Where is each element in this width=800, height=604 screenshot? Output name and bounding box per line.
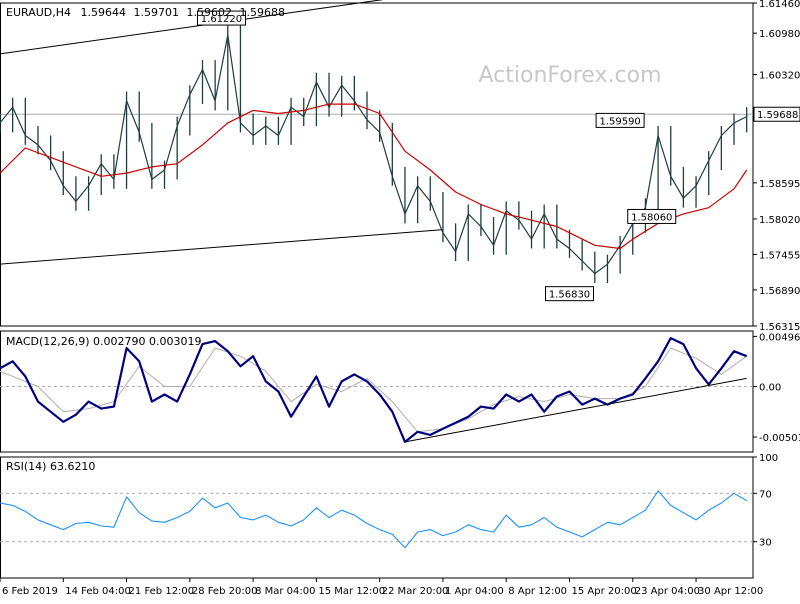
price-ytick-label: 1.56890 (759, 286, 800, 297)
x-tick-label: 8 Apr 12:00 (508, 586, 567, 597)
ohlc-close: 1.59688 (240, 6, 286, 19)
rsi-ytick-label: 70 (759, 489, 772, 500)
rsi-ytick-label: 30 (759, 538, 772, 549)
price-annotation-label: 1.56830 (549, 290, 590, 301)
rsi-ytick-label: 100 (759, 453, 778, 464)
x-tick-label: 15 Apr 20:00 (571, 586, 636, 597)
x-tick-label: 14 Feb 04:00 (65, 586, 131, 597)
price-ytick-label: 1.58020 (759, 215, 800, 226)
price-trendline (0, 229, 443, 265)
macd-ytick-label: 0.004965 (759, 332, 800, 343)
macd-ytick-label: 0.00 (759, 382, 781, 393)
macd-line (0, 337, 748, 443)
last-price-box (753, 106, 800, 122)
price-annotation-box (196, 10, 246, 26)
price-ytick-label: 1.57455 (759, 250, 800, 261)
last-price-label: 1.59688 (757, 110, 798, 121)
price-header: EURAUD,H4 1.59644 1.59701 1.59602 1.5968… (6, 6, 285, 19)
x-tick-label: 21 Feb 12:00 (129, 586, 195, 597)
price-annotation-label: 1.59590 (599, 116, 640, 127)
price-annotation-box (627, 208, 677, 224)
ohlc-high: 1.59701 (134, 6, 180, 19)
x-tick-label: 6 Feb 2019 (2, 586, 58, 597)
ohlc-low: 1.59602 (187, 6, 233, 19)
macd-trendline (404, 377, 747, 443)
x-tick-label: 28 Feb 20:00 (192, 586, 258, 597)
rsi-header: RSI(14) 63.6210 (6, 460, 95, 473)
macd-ytick-label: -0.005013 (759, 433, 800, 444)
price-panel: 1.614601.609801.603201.597101.585951.580… (0, 0, 800, 333)
x-tick-label: 15 Mar 12:00 (318, 586, 385, 597)
price-ytick-label: 1.61460 (759, 0, 800, 10)
x-tick-label: 30 Apr 12:00 (698, 586, 763, 597)
moving-average-line (0, 103, 748, 250)
price-ytick-label: 1.56315 (759, 322, 800, 333)
price-annotation-box (595, 112, 645, 128)
price-ytick-label: 1.60320 (759, 71, 800, 82)
macd-header: MACD(12,26,9) 0.002790 0.003019 (6, 335, 202, 348)
rsi-plot-area (0, 456, 754, 579)
x-tick-label: 1 Apr 04:00 (445, 586, 504, 597)
rsi-line (0, 490, 747, 549)
price-annotation-box (544, 286, 594, 302)
price-annotation-label: 1.58060 (631, 212, 672, 223)
x-tick-label: 22 Mar 20:00 (382, 586, 449, 597)
x-tick-label: 23 Apr 04:00 (635, 586, 700, 597)
symbol-label: EURAUD,H4 (6, 6, 71, 19)
watermark: ActionForex.com (479, 63, 662, 88)
macd-panel: 0.004965 0.00 -0.005013 (0, 330, 800, 453)
price-ytick-label: 1.60980 (759, 29, 800, 40)
x-tick-label: 8 Mar 04:00 (255, 586, 315, 597)
ohlc-open: 1.59644 (81, 6, 127, 19)
price-line (0, 34, 747, 275)
rsi-panel: 100 70 30 (0, 453, 778, 579)
price-annotation-label: 1.61220 (201, 14, 242, 25)
price-ytick-label: 1.58595 (759, 179, 800, 190)
